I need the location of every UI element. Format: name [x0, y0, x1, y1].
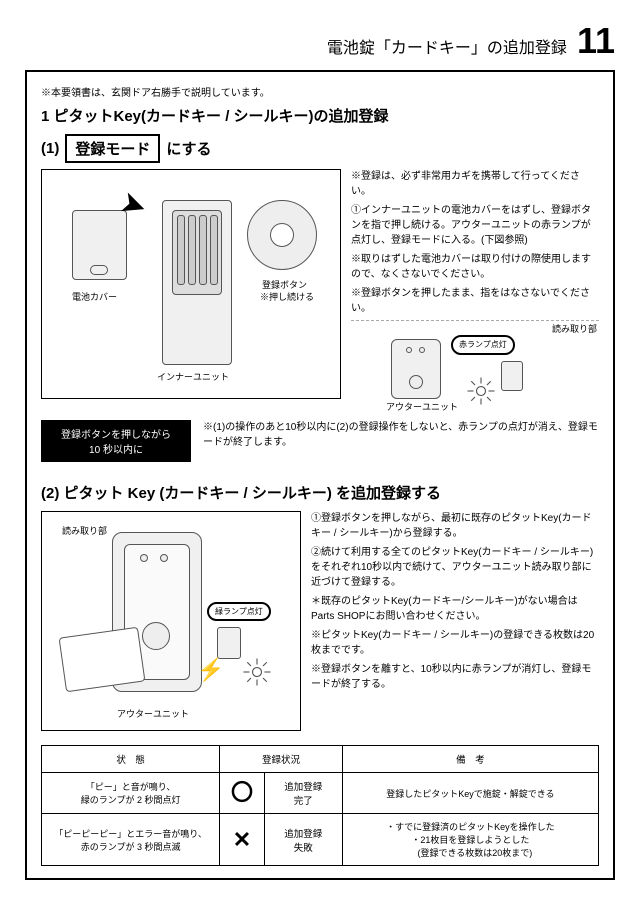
label-reader2: 読み取り部 [62, 524, 107, 537]
table-header-row: 状 態 登録状況 備 考 [42, 746, 599, 773]
section2-title: (2) ピタット Key (カードキー / シールキー) を追加登録する [41, 482, 599, 503]
row2-status: 追加登録 失敗 [284, 829, 322, 854]
text2-c: ＊既存のピタットKey(カードキー/シールキー)がない場合はParts SHOP… [311, 594, 599, 624]
row1-state: 「ピー」と音が鳴り、 緑のランプが 2 秒間点灯 [81, 782, 181, 805]
lightning-icon: ⚡ [197, 657, 224, 683]
banner-row: 登録ボタンを押しながら 10 秒以内に ※(1)の操作のあと10秒以内に(2)の… [41, 420, 599, 462]
text1-d: ※登録ボタンを押したまま、指をはなさないでください。 [351, 286, 599, 316]
text2-d: ※ピタットKey(カードキー / シールキー)の登録できる枚数は20枚までです。 [311, 628, 599, 658]
label-outer-unit2: アウターユニット [117, 707, 189, 720]
text2-e: ※登録ボタンを離すと、10秒以内に赤ランプが消灯し、登録モードが終了する。 [311, 662, 599, 692]
diagram-1: 電池カバー ➤ インナーユニット 登録ボタン ※押し続ける [41, 169, 341, 399]
label-red-lamp: 赤ランプ点灯 [451, 335, 515, 355]
header-title: 電池錠「カードキー」の追加登録 [327, 34, 567, 58]
main-frame: ※本要領書は、玄関ドア右勝手で説明しています。 1 ピタットKey(カードキー … [25, 70, 615, 880]
step1-text: ※登録は、必ず非常用カギを携帯して行ってください。 ①インナーユニットの電池カバ… [351, 169, 599, 410]
page-number: 11 [577, 20, 615, 62]
label-press-hold: ※押し続ける [260, 290, 314, 303]
table-row: 「ピーピーピー」とエラー音が鳴り、 赤のランプが 3 秒間点滅 ✕ 追加登録 失… [42, 814, 599, 866]
row2-state: 「ピーピーピー」とエラー音が鳴り、 赤のランプが 3 秒間点滅 [54, 829, 207, 852]
label-inner-unit: インナーユニット [157, 370, 229, 383]
th-status: 登録状況 [220, 746, 343, 773]
status-table: 状 態 登録状況 備 考 「ピー」と音が鳴り、 緑のランプが 2 秒間点灯 〇 … [41, 745, 599, 866]
step1-num: (1) [41, 140, 59, 157]
diagram-2: 読み取り部 緑ランプ点灯 ⚡ アウターユニット [41, 511, 301, 731]
sun-icon [242, 657, 272, 687]
banner-text: ※(1)の操作のあと10秒以内に(2)の登録操作をしないと、赤ランプの点灯が消え… [203, 420, 599, 450]
row1-symbol: 〇 [231, 780, 253, 805]
text1-b: ①インナーユニットの電池カバーをはずし、登録ボタンを指で押し続ける。アウターユニ… [351, 203, 599, 248]
step2-text: ①登録ボタンを押しながら、最初に既存のピタットKey(カードキー / シールキー… [311, 511, 599, 731]
row2-symbol: ✕ [233, 827, 251, 852]
row2-note: ・すでに登録済のピタットKeyを操作した ・21枚目を登録しようとした (登録で… [386, 822, 555, 858]
row1-status: 追加登録 完了 [284, 782, 322, 807]
step1-header: (1) 登録モード にする [41, 134, 599, 163]
th-state: 状 態 [42, 746, 220, 773]
section1-title: 1 ピタットKey(カードキー / シールキー)の追加登録 [41, 105, 599, 126]
sun-icon [466, 376, 496, 406]
intro-note: ※本要領書は、玄関ドア右勝手で説明しています。 [41, 84, 599, 99]
page-header: 電池錠「カードキー」の追加登録 11 [25, 20, 615, 62]
text1-c: ※取りはずした電池カバーは取り付けの際使用しますので、なくさないでください。 [351, 252, 599, 282]
row1-note: 登録したピタットKeyで施錠・解錠できる [386, 789, 554, 799]
label-reader: 読み取り部 [552, 323, 597, 337]
black-banner: 登録ボタンを押しながら 10 秒以内に [41, 420, 191, 462]
arrow-icon: ➤ [117, 185, 150, 224]
step1-suffix: にする [166, 138, 211, 159]
th-note: 備 考 [342, 746, 598, 773]
text2-a: ①登録ボタンを押しながら、最初に既存のピタットKey(カードキー / シールキー… [311, 511, 599, 541]
label-battery-cover: 電池カバー [72, 290, 117, 303]
mode-box: 登録モード [65, 134, 160, 163]
label-outer-unit: アウターユニット [386, 401, 458, 415]
text2-b: ②続けて利用する全てのピタットKey(カードキー / シールキー)をそれぞれ10… [311, 545, 599, 590]
label-green-lamp: 緑ランプ点灯 [207, 602, 271, 621]
text1-a: ※登録は、必ず非常用カギを携帯して行ってください。 [351, 169, 599, 199]
table-row: 「ピー」と音が鳴り、 緑のランプが 2 秒間点灯 〇 追加登録 完了 登録したピ… [42, 773, 599, 814]
